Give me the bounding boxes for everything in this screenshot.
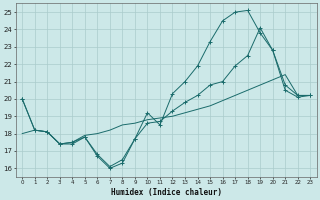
X-axis label: Humidex (Indice chaleur): Humidex (Indice chaleur) — [111, 188, 222, 197]
